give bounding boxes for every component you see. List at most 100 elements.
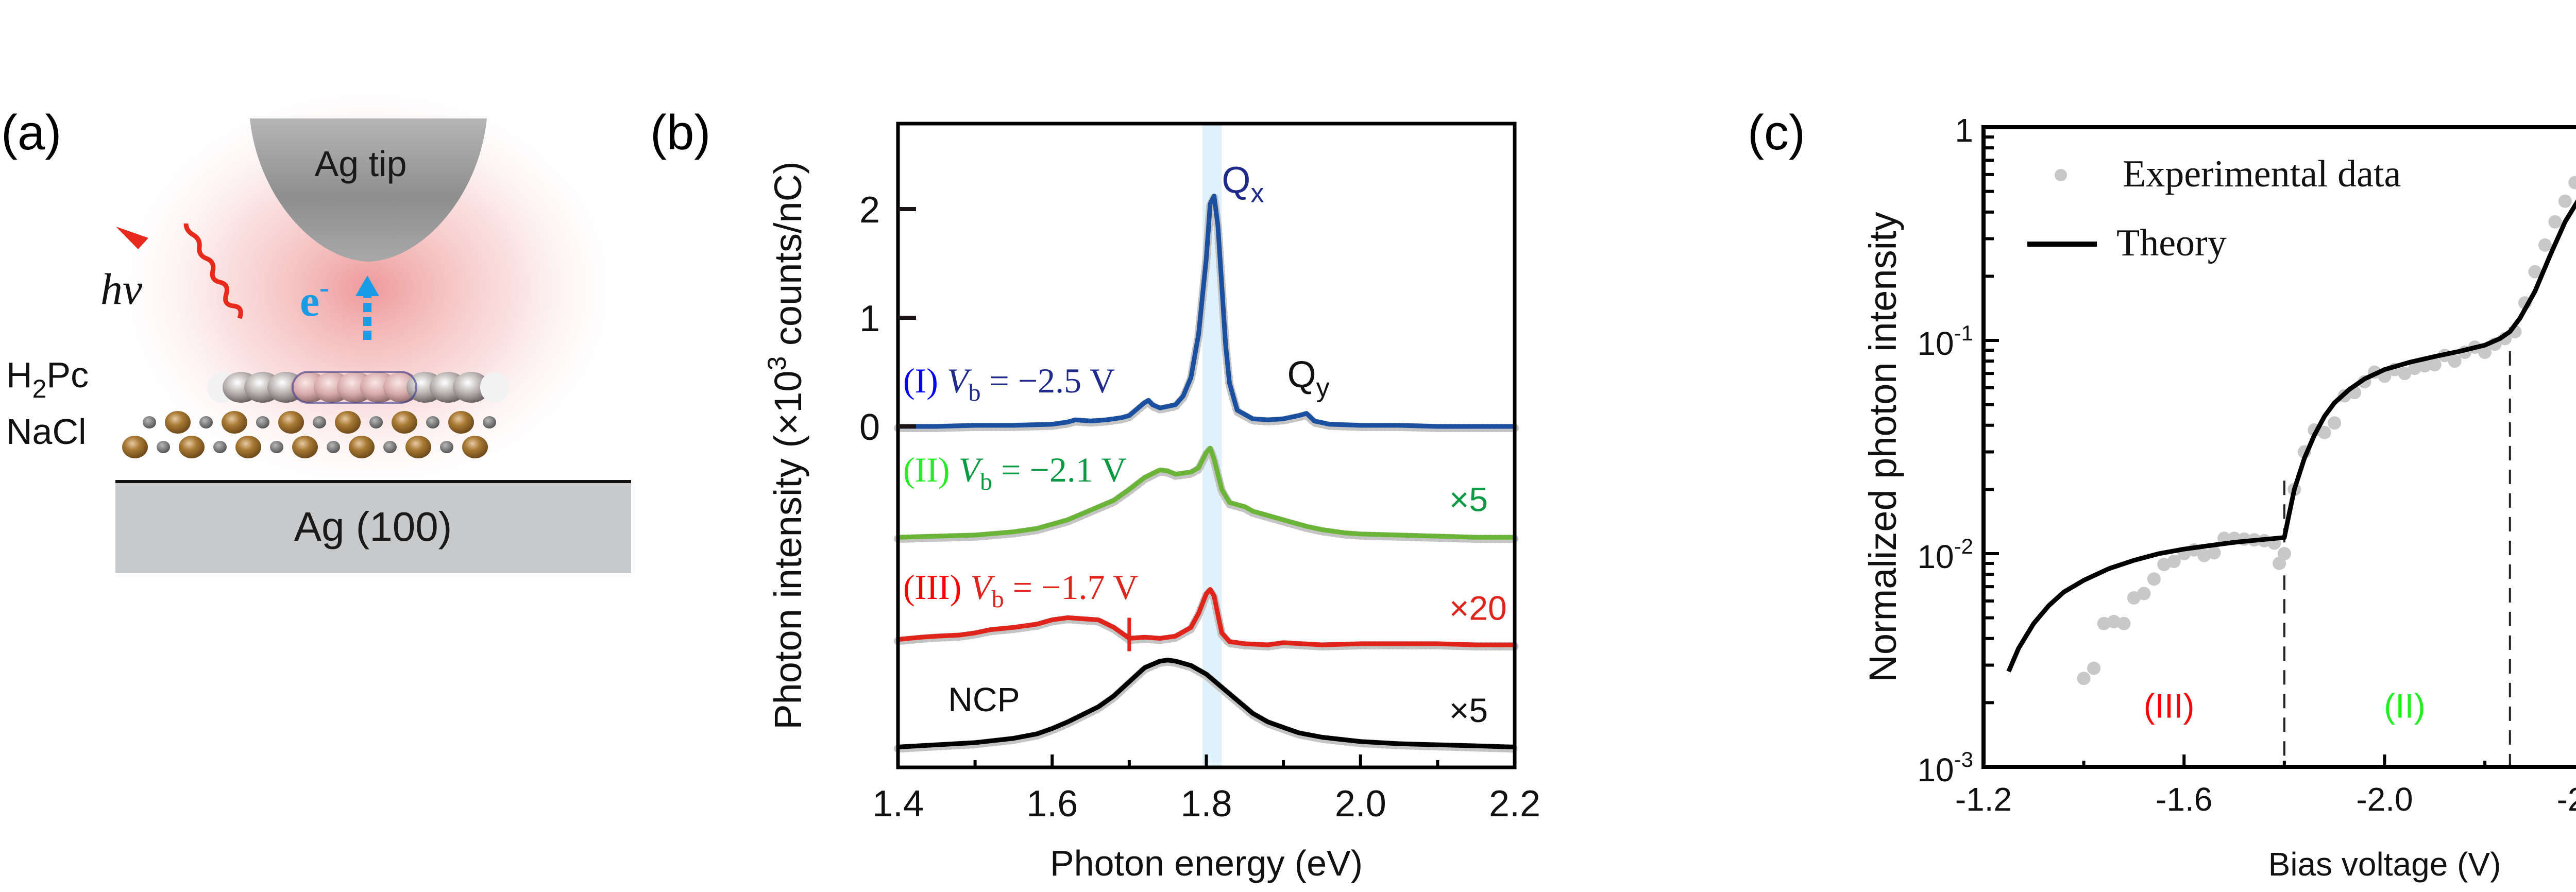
x-tick-label: 2.2 bbox=[1489, 783, 1540, 825]
molecule-atom bbox=[453, 372, 490, 403]
experimental-point bbox=[2147, 572, 2161, 586]
experimental-point bbox=[2398, 367, 2412, 381]
experimental-point bbox=[2097, 616, 2111, 630]
experimental-point bbox=[2317, 425, 2331, 439]
spectra-labels: (I) Vb = −2.5 V (II) Vb = −2.1 V ×5 (III) V… bbox=[903, 160, 1507, 729]
y-tick-exponent: -2 bbox=[1954, 534, 1973, 558]
bias-subscript: b bbox=[992, 586, 1004, 613]
sodium-atom bbox=[335, 411, 361, 434]
bias-value: = −2.5 V bbox=[980, 361, 1115, 400]
y-tick-label: 10-2 bbox=[1917, 534, 1973, 575]
chlorine-atom bbox=[256, 416, 269, 428]
photon-wavy-arrow bbox=[183, 223, 243, 319]
experimental-point bbox=[2157, 558, 2171, 571]
bias-value: = −2.1 V bbox=[992, 450, 1127, 489]
region-label: (II) bbox=[2384, 687, 2426, 725]
experimental-point bbox=[2167, 555, 2181, 568]
y-tick-label: 2 bbox=[859, 190, 880, 231]
experimental-point bbox=[2418, 359, 2432, 373]
experimental-point bbox=[2558, 194, 2572, 208]
y-tick-label: 1 bbox=[1955, 112, 1973, 149]
electron-label: e- bbox=[300, 272, 329, 325]
x-tick-label: 1.8 bbox=[1180, 783, 1232, 825]
bias-y-axis-label: Normalized photon intensity bbox=[1861, 212, 1904, 682]
x-tick-label: -2.0 bbox=[2356, 781, 2413, 818]
experimental-point bbox=[2428, 358, 2442, 371]
experimental-point bbox=[2408, 362, 2421, 375]
panel-c-label: (c) bbox=[1748, 105, 1805, 160]
photon-label: hν bbox=[100, 264, 143, 314]
sodium-atom bbox=[405, 436, 431, 458]
series-roman-numeral: (II) bbox=[903, 450, 959, 489]
panel-a: (a) Ag tip hν e- H2Pc NaCl Ag (100) bbox=[1, 72, 636, 573]
theory-line bbox=[2006, 199, 2576, 673]
spectrum-line-1 bbox=[898, 194, 1515, 429]
chlorine-atom bbox=[157, 441, 170, 453]
h2pc-label: H2Pc bbox=[6, 355, 89, 403]
experimental-point bbox=[2277, 547, 2291, 560]
chlorine-atom bbox=[313, 416, 326, 428]
experimental-point bbox=[2127, 591, 2141, 605]
experimental-point bbox=[2548, 215, 2562, 229]
sodium-atom bbox=[278, 411, 304, 434]
x-tick-label: 2.0 bbox=[1335, 783, 1386, 825]
peak-annotation: Qy bbox=[1287, 354, 1330, 403]
y-tick-base: 10 bbox=[1917, 751, 1954, 788]
experimental-point bbox=[2528, 265, 2542, 279]
chlorine-atom bbox=[369, 416, 383, 428]
spectra-y-axis-label: Photon intensity (×103 counts/nC) bbox=[762, 161, 809, 730]
experimental-point bbox=[2107, 615, 2121, 628]
electron-arrow-head bbox=[355, 276, 379, 296]
panel-a-label: (a) bbox=[1, 105, 61, 160]
nacl-label: NaCl bbox=[6, 411, 87, 452]
y-tick-label: 1 bbox=[859, 298, 880, 339]
peak-annotation: Qx bbox=[1222, 160, 1264, 208]
bias-subscript: b bbox=[980, 468, 992, 495]
ag-tip bbox=[250, 118, 487, 262]
h2pc-molecule bbox=[207, 371, 509, 404]
series-label: (II) Vb = −2.1 V bbox=[903, 450, 1127, 495]
legend: Experimental data Theory bbox=[2027, 153, 2401, 264]
bias-symbol: V bbox=[959, 450, 984, 489]
sodium-atom bbox=[179, 436, 205, 458]
sodium-atom bbox=[122, 436, 148, 458]
sodium-atom bbox=[235, 436, 261, 458]
peak-annotation-subscript: x bbox=[1250, 178, 1264, 208]
experimental-point bbox=[2448, 354, 2462, 368]
experimental-point bbox=[2117, 616, 2131, 630]
bias-symbol: V bbox=[970, 568, 995, 607]
ncp-label: NCP bbox=[948, 680, 1020, 718]
experimental-point bbox=[2328, 416, 2342, 430]
spectrum-line-2 bbox=[897, 445, 1515, 540]
panel-b-label: (b) bbox=[650, 105, 710, 160]
chlorine-atom bbox=[440, 441, 453, 453]
y-tick-label: 10-3 bbox=[1917, 747, 1973, 788]
sodium-atom bbox=[448, 411, 474, 434]
experimental-point bbox=[2077, 672, 2091, 685]
spectrum-line-3 bbox=[897, 587, 1515, 647]
experimental-point bbox=[2478, 346, 2492, 359]
bias-x-axis-label: Bias voltage (V) bbox=[2268, 846, 2501, 883]
chlorine-atom bbox=[199, 416, 213, 428]
experimental-point bbox=[2538, 238, 2552, 252]
molecule-atom bbox=[480, 372, 509, 403]
sodium-atom bbox=[349, 436, 375, 458]
substrate-label: Ag (100) bbox=[294, 504, 452, 550]
region-label: (III) bbox=[2144, 687, 2195, 725]
scale-factor-label: ×5 bbox=[1449, 481, 1488, 519]
peak-annotation-main: Q bbox=[1222, 160, 1250, 201]
spectra-series bbox=[894, 193, 1519, 753]
legend-label-experimental: Experimental data bbox=[2123, 153, 2401, 195]
chlorine-atom bbox=[426, 416, 439, 428]
legend-marker-experimental bbox=[2055, 169, 2067, 181]
substrate-block bbox=[115, 483, 631, 573]
series-label: (I) Vb = −2.5 V bbox=[903, 361, 1115, 406]
series-roman-numeral: (I) bbox=[903, 361, 947, 400]
x-tick-label: -2.4 bbox=[2557, 781, 2576, 818]
theory-curve bbox=[2006, 199, 2576, 673]
y-tick-exponent: -3 bbox=[1954, 747, 1973, 771]
molecule-core-ring bbox=[292, 371, 417, 404]
experimental-point bbox=[2087, 661, 2101, 675]
peak-annotation-main: Q bbox=[1287, 354, 1316, 396]
